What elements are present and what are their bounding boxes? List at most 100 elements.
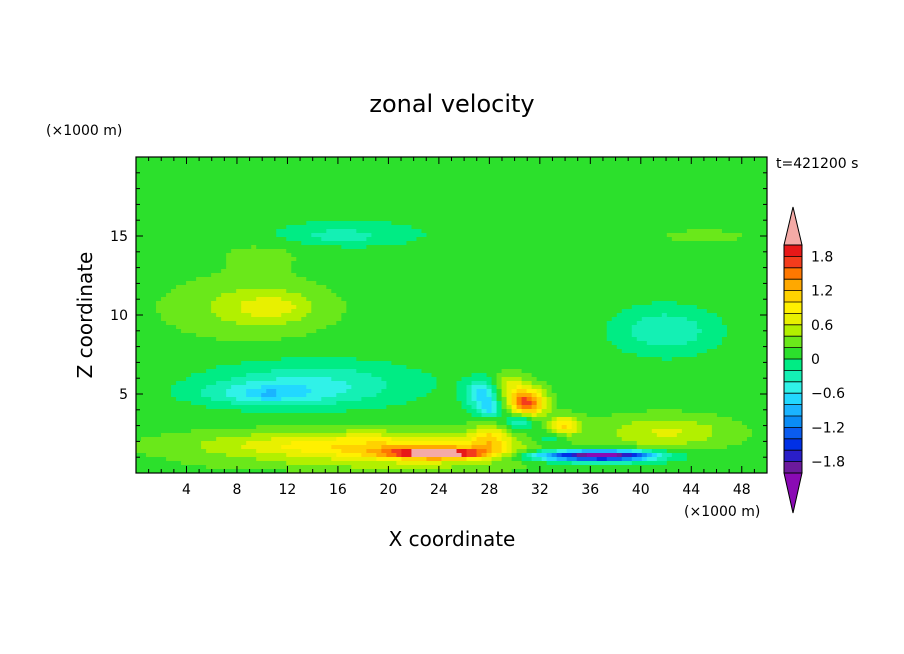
field-cell <box>576 289 583 294</box>
field-cell <box>216 181 222 186</box>
field-cell <box>436 177 443 182</box>
field-cell <box>691 213 698 218</box>
field-cell <box>556 197 563 202</box>
field-cell <box>391 225 398 230</box>
field-cell <box>236 281 242 286</box>
field-cell <box>166 277 172 282</box>
field-cell <box>471 189 478 194</box>
field-cell <box>401 281 408 286</box>
field-cell <box>706 225 713 230</box>
field-cell <box>521 157 528 162</box>
field-cell <box>696 213 703 218</box>
field-cell <box>216 221 222 226</box>
field-cell <box>266 261 272 266</box>
field-cell <box>761 225 767 230</box>
field-cell <box>506 249 513 254</box>
field-cell <box>186 201 192 206</box>
field-cell <box>566 189 573 194</box>
field-cell <box>216 225 222 230</box>
field-cell <box>521 189 528 194</box>
field-cell <box>711 261 718 266</box>
field-cell <box>366 293 372 298</box>
field-cell <box>236 229 242 234</box>
field-cell <box>371 293 377 298</box>
field-cell <box>286 221 292 226</box>
field-cell <box>496 225 503 230</box>
field-cell <box>326 225 332 230</box>
field-cell <box>256 285 262 290</box>
field-cell <box>316 181 322 186</box>
field-cell <box>551 165 558 170</box>
field-cell <box>351 261 357 266</box>
field-cell <box>161 157 167 162</box>
field-cell <box>751 241 758 246</box>
field-cell <box>686 233 693 238</box>
field-cell <box>421 201 428 206</box>
field-cell <box>511 229 518 234</box>
field-cell <box>396 257 403 262</box>
field-cell <box>511 221 518 226</box>
field-cell <box>231 229 237 234</box>
field-cell <box>711 265 718 270</box>
field-cell <box>266 209 272 214</box>
field-cell <box>171 237 177 242</box>
field-cell <box>266 185 272 190</box>
field-cell <box>426 197 433 202</box>
field-cell <box>481 205 488 210</box>
field-cell <box>466 165 473 170</box>
field-cell <box>581 269 588 274</box>
field-cell <box>596 217 603 222</box>
field-cell <box>176 313 182 318</box>
field-cell <box>166 233 172 238</box>
field-cell <box>746 273 753 278</box>
field-cell <box>531 229 538 234</box>
field-cell <box>456 169 463 174</box>
field-cell <box>136 269 142 274</box>
field-cell <box>201 269 207 274</box>
field-cell <box>581 189 588 194</box>
field-cell <box>406 281 413 286</box>
field-cell <box>301 225 307 230</box>
field-cell <box>356 309 362 314</box>
field-cell <box>171 301 177 306</box>
field-cell <box>386 277 393 282</box>
field-cell <box>156 225 162 230</box>
field-cell <box>531 173 538 178</box>
field-cell <box>531 205 538 210</box>
field-cell <box>216 161 222 166</box>
field-cell <box>611 185 618 190</box>
field-cell <box>336 285 342 290</box>
field-cell <box>751 281 758 286</box>
field-cell <box>566 165 573 170</box>
field-cell <box>536 245 543 250</box>
field-cell <box>326 285 332 290</box>
field-cell <box>226 301 232 306</box>
field-cell <box>691 289 698 294</box>
field-cell <box>626 225 633 230</box>
field-cell <box>741 209 748 214</box>
field-cell <box>351 297 357 302</box>
field-cell <box>211 289 217 294</box>
field-cell <box>721 217 728 222</box>
field-cell <box>261 241 267 246</box>
field-cell <box>206 253 212 258</box>
field-cell <box>651 229 658 234</box>
field-cell <box>446 261 453 266</box>
field-cell <box>281 261 287 266</box>
field-cell <box>736 181 743 186</box>
field-cell <box>421 157 428 162</box>
field-cell <box>556 157 563 162</box>
field-cell <box>331 237 337 242</box>
field-cell <box>241 165 247 170</box>
field-cell <box>396 305 403 310</box>
field-cell <box>346 165 352 170</box>
field-cell <box>411 253 418 258</box>
field-cell <box>636 213 643 218</box>
field-cell <box>321 301 327 306</box>
field-cell <box>646 261 653 266</box>
field-cell <box>681 233 688 238</box>
field-cell <box>636 185 643 190</box>
field-cell <box>331 177 337 182</box>
field-cell <box>496 205 503 210</box>
field-cell <box>286 189 292 194</box>
